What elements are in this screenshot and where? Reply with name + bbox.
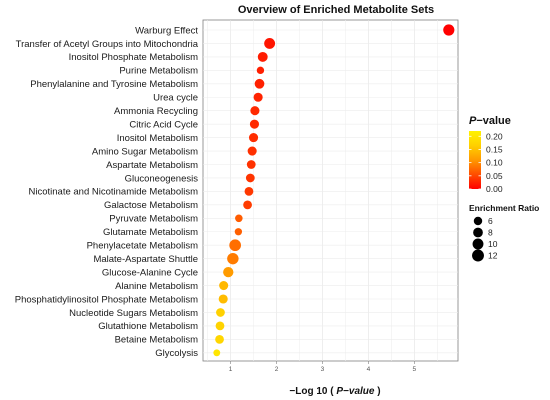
category-label: Citric Acid Cycle xyxy=(129,119,198,130)
category-label: Malate-Aspartate Shuttle xyxy=(93,254,198,265)
data-point xyxy=(215,321,225,331)
color-bar-ticks: 0.20 0.15 0.10 0.05 0.00 xyxy=(469,131,503,194)
data-point xyxy=(256,66,265,75)
color-bar-tick-label: 0.10 xyxy=(486,158,503,168)
size-legend-dot xyxy=(473,227,483,238)
x-tick-label: 4 xyxy=(367,366,371,373)
y-axis-category-labels: Warburg Effect Transfer of Acetyl Groups … xyxy=(15,25,199,359)
data-point xyxy=(253,92,263,102)
size-legend: Enrichment Ratio 6 810 12 xyxy=(469,203,539,262)
size-legend-dot xyxy=(472,238,484,250)
data-point xyxy=(243,200,252,210)
category-label: Nucleotide Sugars Metabolism xyxy=(69,308,198,319)
size-legend-label: 8 xyxy=(488,228,493,238)
plot-panel xyxy=(202,19,459,362)
data-point xyxy=(245,173,255,183)
data-point xyxy=(264,38,276,49)
data-point xyxy=(443,24,455,36)
category-label: Phenylalanine and Tyrosine Metabolism xyxy=(30,79,198,90)
size-legend-label: 6 xyxy=(488,216,493,226)
size-legend-label: 12 xyxy=(488,251,498,261)
category-label: Amino Sugar Metabolism xyxy=(92,146,198,157)
x-tick-label: 2 xyxy=(275,366,279,373)
x-axis-label-prefix: −Log 10 ( xyxy=(289,386,336,397)
category-label: Urea cycle xyxy=(153,93,198,104)
category-label: Pyruvate Metabolism xyxy=(109,214,198,225)
x-axis-label-suffix: ) xyxy=(374,386,380,397)
data-point xyxy=(216,308,225,317)
data-point xyxy=(250,106,260,116)
data-point xyxy=(223,266,234,278)
data-point xyxy=(229,239,241,252)
size-legend-title: Enrichment Ratio xyxy=(469,203,539,213)
x-tick-label: 5 xyxy=(413,366,417,373)
category-label: Glutathione Metabolism xyxy=(98,321,198,332)
x-axis-label: −Log 10 ( P−value ) xyxy=(289,386,380,397)
size-legend-dot xyxy=(473,216,483,226)
color-legend-title-suffix: −value xyxy=(476,115,511,127)
category-label: Nicotinate and Nicotinamide Metabolism xyxy=(29,187,199,198)
data-point xyxy=(254,78,265,89)
data-point xyxy=(246,160,256,169)
data-point xyxy=(227,252,239,265)
data-point xyxy=(218,294,228,304)
grid-lines xyxy=(203,20,458,361)
category-label: Aspartate Metabolism xyxy=(106,160,198,171)
category-label: Phenylacetate Metabolism xyxy=(87,241,199,252)
category-label: Glycolysis xyxy=(155,348,198,359)
x-axis-ticks: 1 2 3 4 5 xyxy=(229,361,417,373)
category-label: Purine Metabolism xyxy=(119,66,198,77)
category-label: Transfer of Acetyl Groups into Mitochond… xyxy=(16,39,199,50)
x-axis-label-italic: P−value xyxy=(336,386,375,397)
category-label: Glucose-Alanine Cycle xyxy=(102,267,198,278)
size-legend-dot xyxy=(472,249,484,262)
category-label: Alanine Metabolism xyxy=(115,281,198,292)
size-legend-items: 6 810 12 xyxy=(472,216,498,262)
category-label: Glutamate Metabolism xyxy=(103,227,198,238)
color-bar-tick-label: 0.00 xyxy=(486,184,503,194)
category-label: Galactose Metabolism xyxy=(104,200,198,211)
category-label: Inositol Metabolism xyxy=(117,133,198,144)
color-bar-tick-label: 0.15 xyxy=(486,144,503,154)
data-point xyxy=(215,334,224,344)
chart-title: Overview of Enriched Metabolite Sets xyxy=(238,4,434,16)
category-label: Phosphatidylinositol Phosphate Metabolis… xyxy=(15,294,198,305)
size-legend-label: 10 xyxy=(488,239,498,249)
x-tick-label: 3 xyxy=(321,366,325,373)
color-legend-title-italic: P xyxy=(469,115,477,127)
color-legend-title: P−value xyxy=(469,115,511,127)
data-point xyxy=(234,228,243,236)
category-label: Warburg Effect xyxy=(135,25,198,36)
category-label: Gluconeogenesis xyxy=(125,173,199,184)
data-point xyxy=(247,146,257,156)
color-bar-tick-label: 0.05 xyxy=(486,171,503,181)
data-point xyxy=(257,51,268,62)
color-legend: P−value 0.20 0.15 0.10 0.05 0.00 xyxy=(469,115,511,194)
category-label: Inositol Phosphate Metabolism xyxy=(69,52,198,63)
data-points xyxy=(213,24,455,357)
category-label: Ammonia Recycling xyxy=(114,106,198,117)
data-point xyxy=(219,280,229,291)
color-bar xyxy=(469,131,481,189)
data-point xyxy=(244,187,254,196)
color-bar-tick-label: 0.20 xyxy=(486,131,503,141)
x-tick-label: 1 xyxy=(229,366,233,373)
data-point xyxy=(235,214,243,223)
data-point xyxy=(213,349,221,357)
data-point xyxy=(249,119,260,129)
category-label: Betaine Metabolism xyxy=(115,335,199,346)
data-point xyxy=(248,133,259,143)
